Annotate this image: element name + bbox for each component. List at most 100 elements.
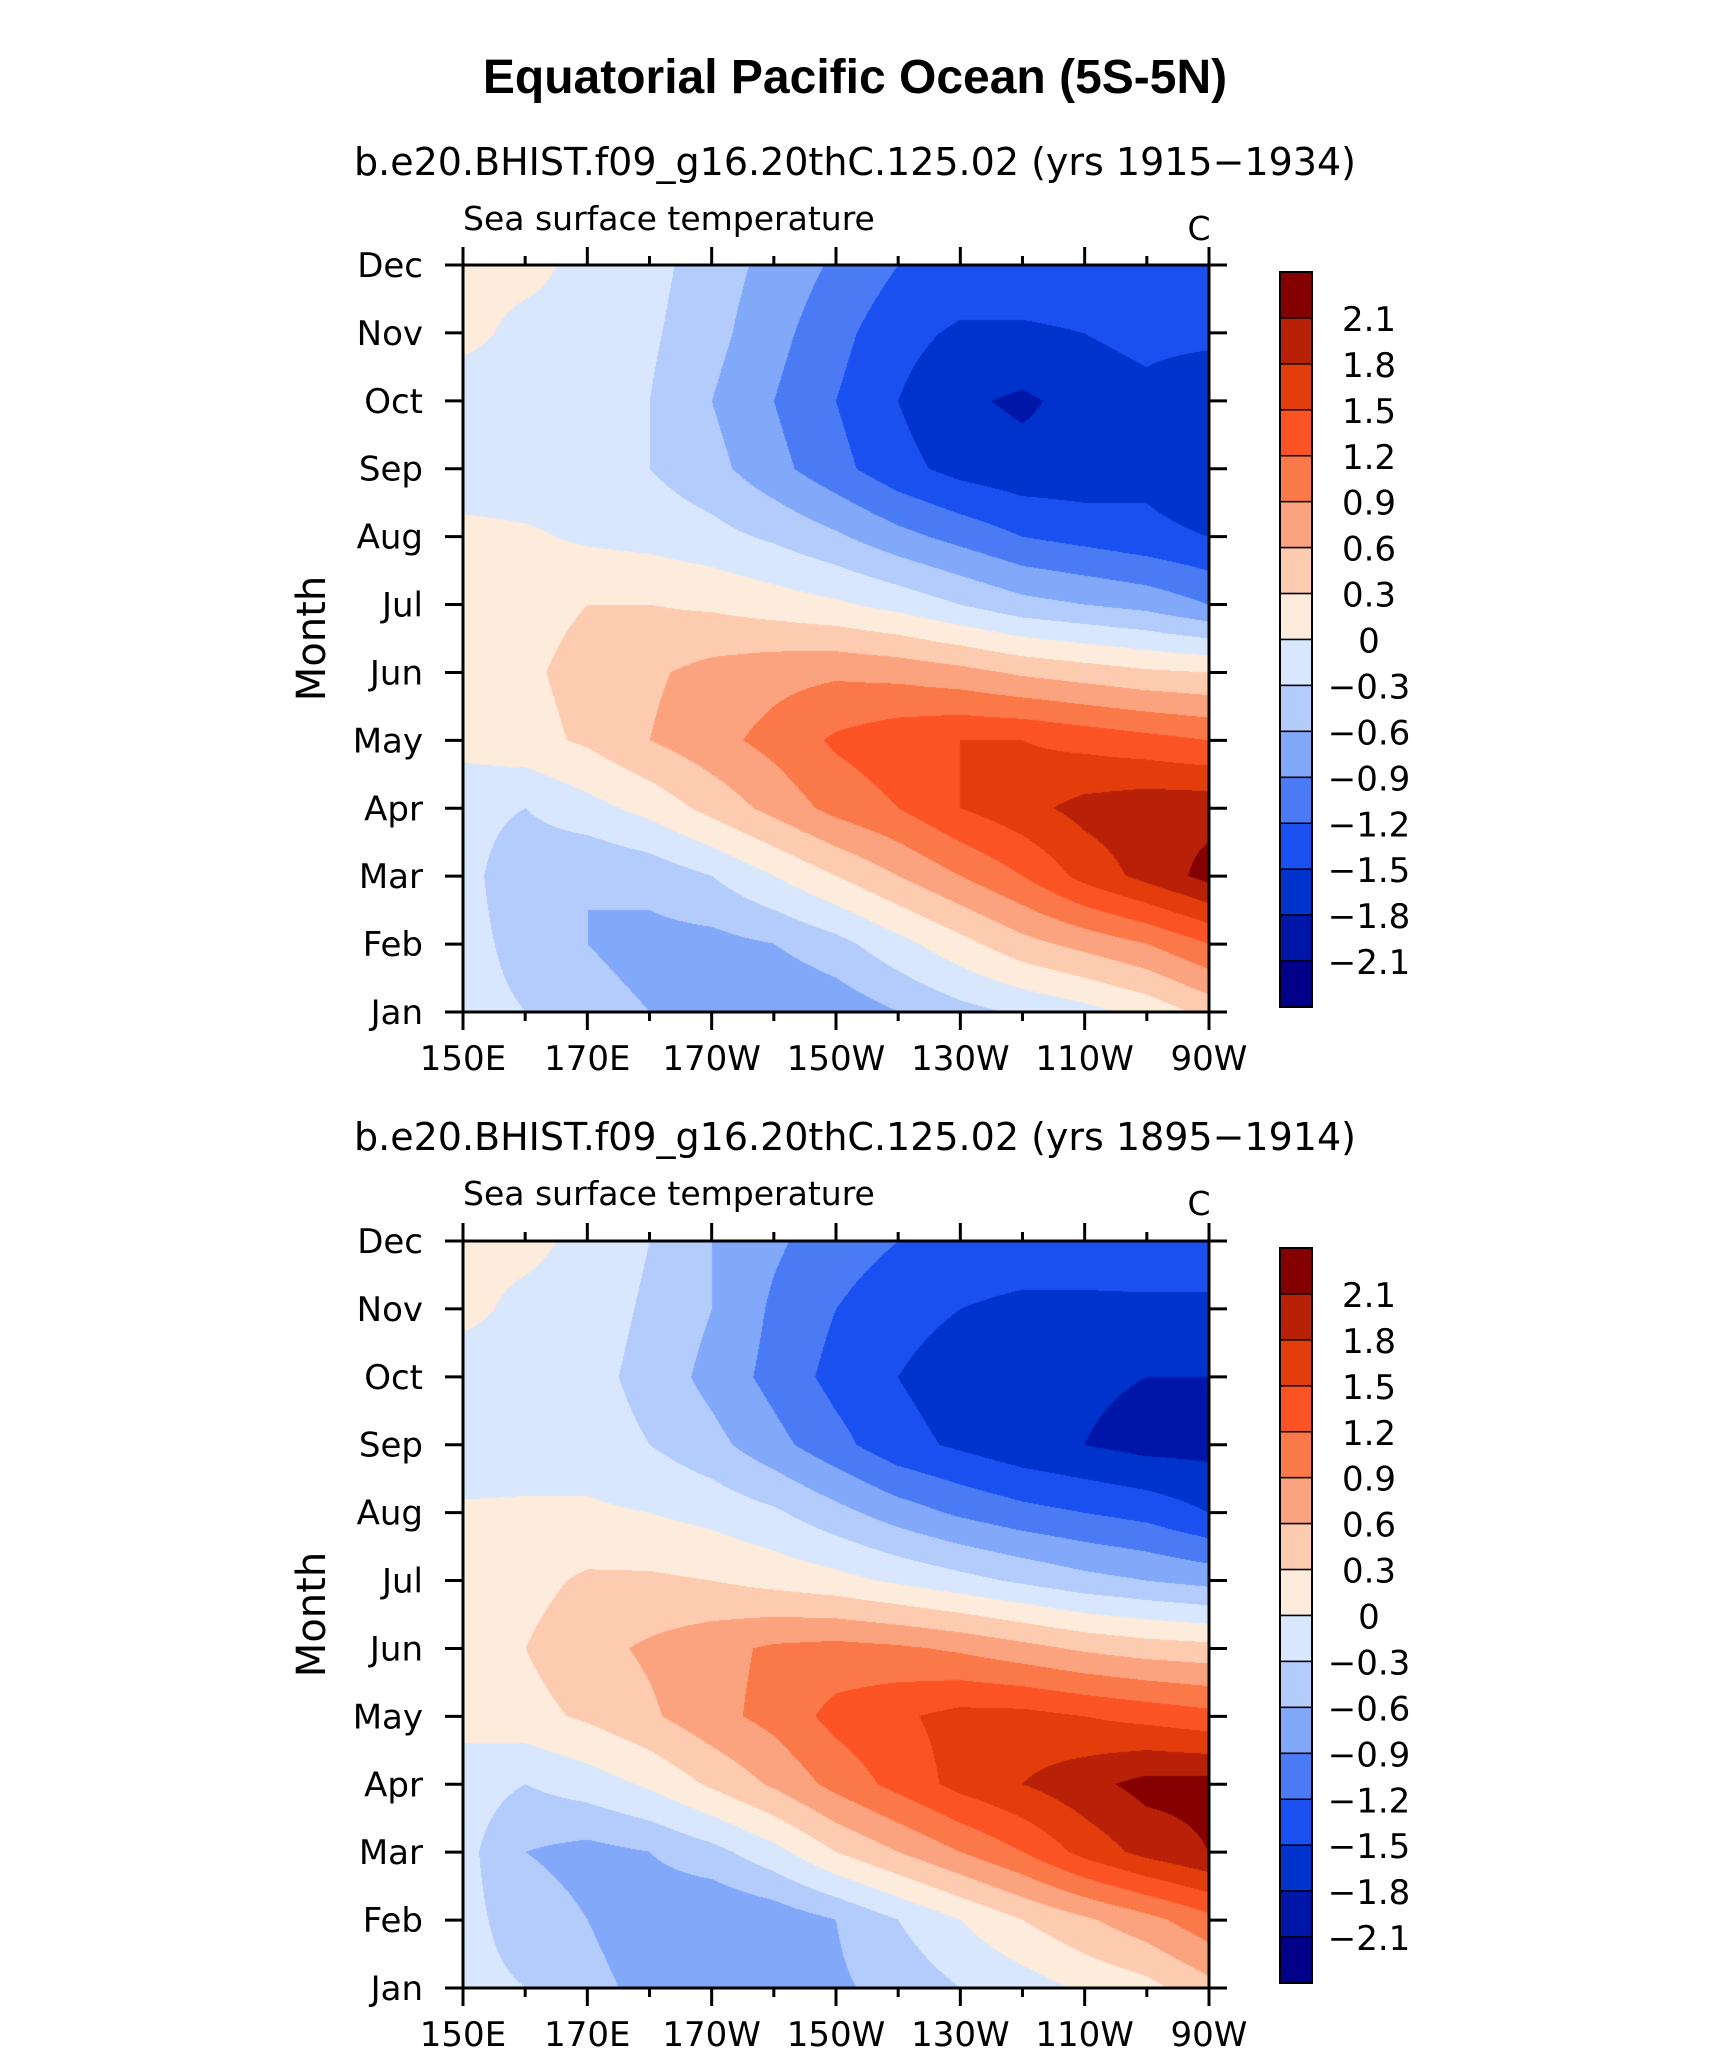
y-tick-label: Nov xyxy=(357,314,423,354)
x-tick-label: 150E xyxy=(420,2015,506,2055)
y-tick-label: Mar xyxy=(359,1833,423,1873)
colorbar-swatch xyxy=(1279,1247,1313,1295)
y-tick-label: Jan xyxy=(369,993,423,1033)
panel-subtitle: b.e20.BHIST.f09_g16.20thC.125.02 (yrs 18… xyxy=(354,1115,1356,1159)
variable-name: Sea surface temperature xyxy=(463,1174,875,1213)
colorbar-label: 1.2 xyxy=(1342,1414,1396,1454)
x-tick-label: 170E xyxy=(544,1039,630,1079)
colorbar-frame xyxy=(1279,271,1313,1008)
colorbar-swatch xyxy=(1279,500,1313,549)
y-tick-label: Apr xyxy=(364,789,423,829)
units-label: C xyxy=(1187,209,1210,248)
x-tick-label: 110W xyxy=(1035,1039,1134,1079)
y-tick-label: Feb xyxy=(363,1901,423,1941)
y-tick-label: Oct xyxy=(364,1358,423,1398)
colorbar-label: −1.8 xyxy=(1328,1873,1411,1913)
colorbar-swatch xyxy=(1279,822,1313,870)
colorbar-swatch xyxy=(1279,1752,1313,1800)
colorbar-swatch xyxy=(1279,1568,1313,1617)
colorbar-label: 0.6 xyxy=(1342,530,1396,570)
colorbar-label: 1.2 xyxy=(1342,438,1396,478)
y-tick-label: Jul xyxy=(380,586,423,626)
y-tick-label: Dec xyxy=(357,246,423,286)
colorbar-swatch xyxy=(1279,1522,1313,1571)
y-tick-label: Sep xyxy=(359,1426,423,1466)
colorbar-swatch xyxy=(1279,1936,1313,1984)
colorbar-swatch xyxy=(1279,1706,1313,1755)
colorbar-swatch xyxy=(1279,1293,1313,1341)
colorbar-swatch xyxy=(1279,363,1313,411)
x-tick-label: 90W xyxy=(1171,2015,1248,2055)
colorbar-label: 0.6 xyxy=(1342,1506,1396,1546)
y-tick-label: Aug xyxy=(357,518,423,558)
colorbar-swatch xyxy=(1279,592,1313,641)
y-tick-label: Oct xyxy=(364,382,423,422)
colorbar-label: 0.9 xyxy=(1342,484,1396,524)
y-tick-label: Nov xyxy=(357,1290,423,1330)
sst-contour-field xyxy=(463,1241,1209,1988)
colorbar-label: 1.8 xyxy=(1342,346,1396,386)
colorbar-swatch xyxy=(1279,1844,1313,1892)
colorbar-label: −0.6 xyxy=(1328,713,1411,753)
y-tick-label: Jul xyxy=(380,1562,423,1602)
colorbar-swatch xyxy=(1279,1339,1313,1387)
colorbar-swatch xyxy=(1279,271,1313,319)
y-tick-label: Aug xyxy=(357,1494,423,1534)
colorbar-label: −2.1 xyxy=(1328,943,1411,983)
colorbar-label: 2.1 xyxy=(1342,300,1396,340)
colorbar-swatch xyxy=(1279,914,1313,962)
colorbar-label: −1.5 xyxy=(1328,1827,1411,1867)
panel-1915-1934: b.e20.BHIST.f09_g16.20thC.125.02 (yrs 19… xyxy=(289,140,1410,1079)
colorbar-swatch xyxy=(1279,1431,1313,1479)
colorbar-swatch xyxy=(1279,455,1313,503)
colorbar-swatch xyxy=(1279,317,1313,365)
colorbar-label: −0.9 xyxy=(1328,1735,1411,1775)
x-tick-label: 170W xyxy=(662,2015,761,2055)
x-tick-label: 110W xyxy=(1035,2015,1134,2055)
colorbar-label: −0.6 xyxy=(1328,1689,1411,1729)
x-tick-label: 150W xyxy=(787,1039,886,1079)
colorbar-label: 0 xyxy=(1358,1598,1380,1638)
variable-name: Sea surface temperature xyxy=(463,199,875,238)
y-tick-label: May xyxy=(353,721,423,761)
colorbar-label: 1.8 xyxy=(1342,1322,1396,1362)
colorbar-swatch xyxy=(1279,868,1313,916)
colorbar-label: 0 xyxy=(1358,622,1380,662)
colorbar-swatch xyxy=(1279,776,1313,824)
colorbar-label: −1.5 xyxy=(1328,851,1411,891)
colorbar-swatch xyxy=(1279,546,1313,595)
colorbar-label: 1.5 xyxy=(1342,1368,1396,1408)
y-tick-label: Sep xyxy=(359,450,423,490)
y-tick-label: Jun xyxy=(368,653,423,693)
x-tick-label: 90W xyxy=(1171,1039,1248,1079)
colorbar-label: 0.3 xyxy=(1342,576,1396,616)
colorbar-label: −0.3 xyxy=(1328,667,1411,707)
colorbar-swatch xyxy=(1279,1385,1313,1433)
y-tick-label: Feb xyxy=(363,925,423,965)
x-tick-label: 170W xyxy=(662,1039,761,1079)
x-tick-label: 130W xyxy=(911,1039,1010,1079)
colorbar-swatch xyxy=(1279,1660,1313,1709)
x-tick-label: 130W xyxy=(911,2015,1010,2055)
colorbar-label: 1.5 xyxy=(1342,392,1396,432)
y-tick-label: Jan xyxy=(369,1969,423,2009)
colorbar-swatch xyxy=(1279,684,1313,733)
panel-subtitle: b.e20.BHIST.f09_g16.20thC.125.02 (yrs 19… xyxy=(354,140,1356,184)
y-tick-label: Apr xyxy=(364,1765,423,1805)
y-tick-label: Dec xyxy=(357,1222,423,1262)
y-tick-label: Jun xyxy=(368,1629,423,1669)
y-axis-label: Month xyxy=(289,576,335,701)
colorbar-label: −1.2 xyxy=(1328,805,1411,845)
colorbar-swatch xyxy=(1279,960,1313,1008)
y-tick-label: May xyxy=(353,1697,423,1737)
units-label: C xyxy=(1187,1184,1210,1223)
colorbar-swatch xyxy=(1279,638,1313,687)
colorbar-label: −1.8 xyxy=(1328,897,1411,937)
colorbar-label: 0.9 xyxy=(1342,1460,1396,1500)
colorbar-swatch xyxy=(1279,1798,1313,1846)
colorbar-swatch xyxy=(1279,1476,1313,1525)
figure-title: Equatorial Pacific Ocean (5S-5N) xyxy=(483,51,1227,104)
colorbar-label: 0.3 xyxy=(1342,1552,1396,1592)
colorbar-swatch xyxy=(1279,409,1313,457)
